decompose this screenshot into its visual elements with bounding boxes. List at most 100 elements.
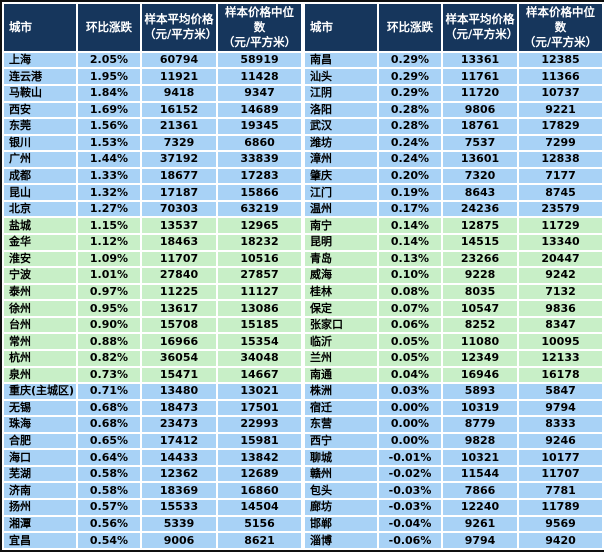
change-cell: 0.03% xyxy=(377,382,443,401)
median-price-cell: 11707 xyxy=(517,464,604,484)
city-cell: 盐城 xyxy=(2,216,78,235)
table-row: 保定 0.07% 10547 9836 xyxy=(303,299,604,318)
avg-price-cell: 13480 xyxy=(140,382,218,401)
change-cell: 0.56% xyxy=(76,514,142,534)
avg-price-cell: 9228 xyxy=(441,266,519,285)
change-cell: -0.02% xyxy=(377,464,443,484)
avg-price-cell: 11544 xyxy=(441,464,519,484)
change-cell: 1.56% xyxy=(76,117,142,136)
median-price-cell: 11366 xyxy=(517,67,604,86)
city-cell: 桂林 xyxy=(303,282,379,302)
city-cell: 泰州 xyxy=(2,282,78,302)
col-header-avg-price: 样本平均价格 （元/平方米） xyxy=(140,2,218,53)
median-price-cell: 19345 xyxy=(216,117,303,136)
table-row: 杭州 0.82% 36054 34048 xyxy=(2,348,303,368)
city-cell: 潍坊 xyxy=(303,133,379,153)
change-cell: 0.05% xyxy=(377,348,443,368)
col-header-median-price: 样本价格中位数 （元/平方米） xyxy=(216,2,303,53)
change-cell: 1.32% xyxy=(76,183,142,202)
change-cell: 0.88% xyxy=(76,332,142,351)
table-row: 赣州 -0.02% 11544 11707 xyxy=(303,464,604,484)
table-row: 青岛 0.13% 23266 20447 xyxy=(303,249,604,269)
median-price-cell: 11127 xyxy=(216,282,303,302)
table-row: 芜湖 0.58% 12362 12689 xyxy=(2,464,303,484)
median-price-cell: 10737 xyxy=(517,83,604,103)
city-cell: 连云港 xyxy=(2,67,78,86)
change-cell: 0.58% xyxy=(76,481,142,500)
city-cell: 台州 xyxy=(2,315,78,335)
avg-price-cell: 18463 xyxy=(140,233,218,252)
city-cell: 泉州 xyxy=(2,365,78,385)
change-cell: 2.05% xyxy=(76,50,142,70)
avg-price-cell: 70303 xyxy=(140,199,218,219)
median-price-cell: 8347 xyxy=(517,315,604,335)
avg-price-cell: 7537 xyxy=(441,133,519,153)
table-header: 城市 环比涨跌 样本平均价格 （元/平方米） 样本价格中位数 （元/平方米） xyxy=(2,2,303,53)
city-cell: 包头 xyxy=(303,481,379,500)
city-cell: 宿迁 xyxy=(303,398,379,418)
table-row: 台州 0.90% 15708 15185 xyxy=(2,315,303,335)
median-price-cell: 9794 xyxy=(517,398,604,418)
city-cell: 南宁 xyxy=(303,216,379,235)
change-cell: 0.28% xyxy=(377,117,443,136)
table-row: 昆明 0.14% 14515 13340 xyxy=(303,233,604,252)
table-row: 济南 0.58% 18369 16860 xyxy=(2,481,303,500)
city-cell: 海口 xyxy=(2,448,78,467)
median-price-cell: 13842 xyxy=(216,448,303,467)
avg-price-cell: 8643 xyxy=(441,183,519,202)
city-cell: 聊城 xyxy=(303,448,379,467)
avg-price-cell: 10321 xyxy=(441,448,519,467)
median-price-cell: 14689 xyxy=(216,100,303,120)
change-cell: 1.44% xyxy=(76,150,142,169)
table-row: 宿迁 0.00% 10319 9794 xyxy=(303,398,604,418)
avg-price-cell: 36054 xyxy=(140,348,218,368)
avg-price-cell: 16946 xyxy=(441,365,519,385)
col-header-city: 城市 xyxy=(303,2,379,53)
table-row: 泰州 0.97% 11225 11127 xyxy=(2,282,303,302)
city-cell: 西安 xyxy=(2,100,78,120)
table-row: 南昌 0.29% 13361 12385 xyxy=(303,50,604,70)
table-row: 西宁 0.00% 9828 9246 xyxy=(303,431,604,451)
median-price-cell: 12838 xyxy=(517,150,604,169)
table-row: 淄博 -0.06% 9794 9420 xyxy=(303,531,604,550)
table-row: 漳州 0.24% 13601 12838 xyxy=(303,150,604,169)
city-cell: 赣州 xyxy=(303,464,379,484)
avg-price-cell: 16152 xyxy=(140,100,218,120)
avg-price-cell: 8035 xyxy=(441,282,519,302)
median-price-cell: 16178 xyxy=(517,365,604,385)
city-cell: 银川 xyxy=(2,133,78,153)
median-price-cell: 12133 xyxy=(517,348,604,368)
avg-price-cell: 12362 xyxy=(140,464,218,484)
table-row: 临沂 0.05% 11080 10095 xyxy=(303,332,604,351)
avg-price-cell: 8779 xyxy=(441,415,519,434)
median-price-cell: 15981 xyxy=(216,431,303,451)
avg-price-cell: 18761 xyxy=(441,117,519,136)
change-cell: 0.24% xyxy=(377,133,443,153)
change-cell: 1.69% xyxy=(76,100,142,120)
median-price-cell: 58919 xyxy=(216,50,303,70)
change-cell: 0.08% xyxy=(377,282,443,302)
change-cell: 0.06% xyxy=(377,315,443,335)
table-row: 江门 0.19% 8643 8745 xyxy=(303,183,604,202)
avg-price-cell: 18473 xyxy=(140,398,218,418)
avg-price-cell: 7320 xyxy=(441,166,519,186)
change-cell: 0.29% xyxy=(377,83,443,103)
median-price-cell: 10177 xyxy=(517,448,604,467)
city-cell: 昆山 xyxy=(2,183,78,202)
table-row: 北京 1.27% 70303 63219 xyxy=(2,199,303,219)
table-row: 盐城 1.15% 13537 12965 xyxy=(2,216,303,235)
city-cell: 昆明 xyxy=(303,233,379,252)
avg-price-cell: 12875 xyxy=(441,216,519,235)
city-cell: 珠海 xyxy=(2,415,78,434)
table-row: 珠海 0.68% 23473 22993 xyxy=(2,415,303,434)
table-row: 武汉 0.28% 18761 17829 xyxy=(303,117,604,136)
table-row: 上海 2.05% 60794 58919 xyxy=(2,50,303,70)
change-cell: 0.90% xyxy=(76,315,142,335)
change-cell: 1.27% xyxy=(76,199,142,219)
avg-price-cell: 21361 xyxy=(140,117,218,136)
median-price-cell: 33839 xyxy=(216,150,303,169)
change-cell: 0.10% xyxy=(377,266,443,285)
table-row: 扬州 0.57% 15533 14504 xyxy=(2,498,303,517)
table-row: 株洲 0.03% 5893 5847 xyxy=(303,382,604,401)
